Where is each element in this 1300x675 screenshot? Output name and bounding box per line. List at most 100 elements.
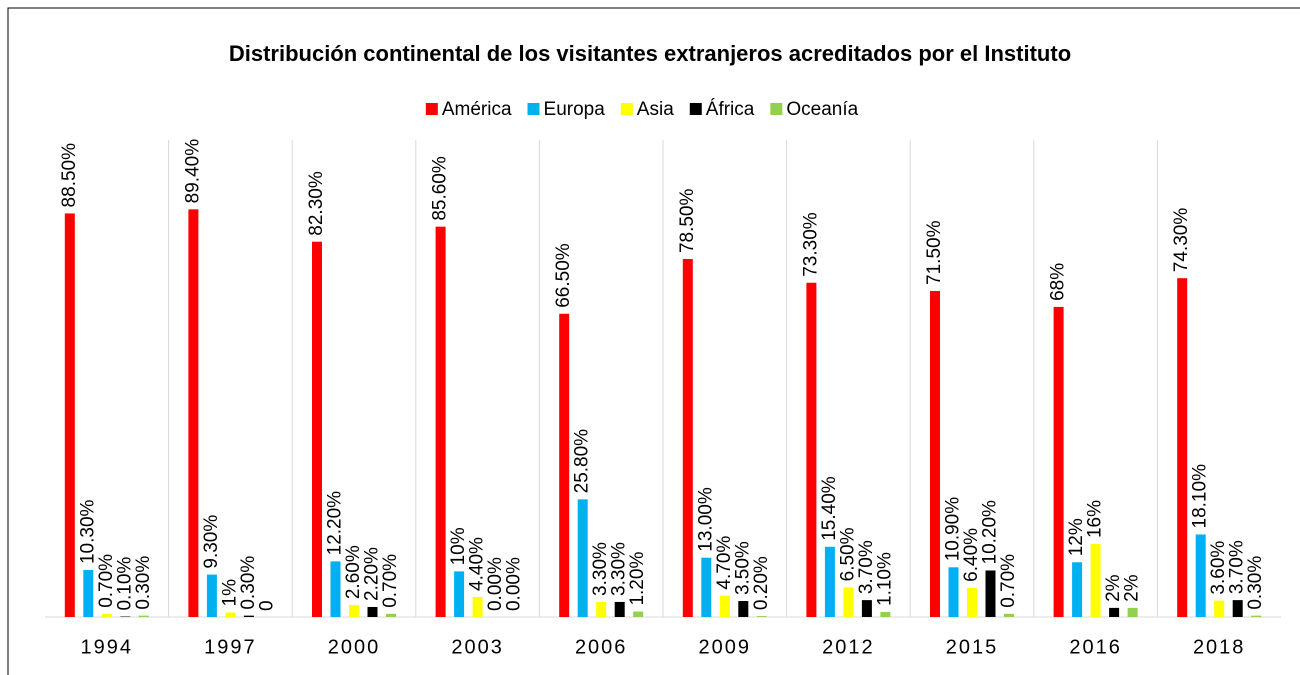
data-label: 89.40% — [182, 139, 203, 204]
data-label: 0.30% — [1245, 556, 1266, 610]
data-label: 6.50% — [837, 527, 858, 581]
data-label: 16% — [1085, 500, 1106, 538]
data-label: 74.30% — [1171, 208, 1192, 273]
x-tick-label: 2015 — [946, 636, 999, 658]
bar — [1195, 534, 1206, 617]
bar — [243, 615, 254, 617]
bar — [101, 613, 112, 617]
bar — [472, 596, 483, 617]
bar — [1072, 562, 1083, 617]
x-tick-label: 2006 — [575, 636, 628, 658]
x-tick-label: 2016 — [1069, 636, 1122, 658]
data-label: 73.30% — [800, 212, 821, 277]
bar — [1214, 600, 1225, 617]
data-label: 66.50% — [553, 243, 574, 308]
legend-label: Europa — [544, 99, 606, 120]
data-label: 88.50% — [59, 143, 80, 208]
data-label: 0.20% — [751, 556, 772, 610]
bar — [756, 616, 767, 617]
bar — [614, 601, 625, 617]
x-tick-label: 2018 — [1193, 636, 1246, 658]
legend-swatch — [689, 103, 702, 115]
data-label: 0.30% — [238, 556, 259, 610]
data-label: 18.10% — [1190, 464, 1211, 529]
bar — [188, 209, 199, 617]
data-label: 71.50% — [924, 220, 945, 285]
data-label: 0.10% — [114, 557, 135, 611]
bar — [967, 587, 977, 617]
bar — [596, 601, 607, 617]
x-tick-label: 2009 — [699, 636, 752, 658]
data-label: 25.80% — [572, 429, 593, 494]
bar — [1090, 544, 1101, 617]
legend-label: América — [442, 99, 512, 120]
bar — [559, 313, 570, 617]
legend-swatch — [425, 103, 438, 115]
legend-label: Asia — [637, 99, 674, 120]
bar — [1177, 278, 1188, 617]
bar — [806, 282, 817, 617]
chart-title: Distribución continental de los visitant… — [229, 41, 1071, 66]
legend-swatch — [770, 103, 783, 115]
data-label: 2.20% — [362, 547, 383, 601]
bar — [682, 259, 693, 617]
data-label: 68% — [1048, 263, 1069, 301]
data-label: 6.40% — [961, 528, 982, 582]
bar — [330, 561, 341, 617]
data-label: 1% — [219, 579, 240, 607]
data-label: 4.70% — [714, 536, 735, 590]
bar — [367, 606, 378, 617]
data-label: 3.70% — [1227, 540, 1248, 594]
bar — [386, 613, 396, 617]
bar — [138, 615, 149, 617]
bar — [577, 499, 588, 617]
data-label: 0.70% — [998, 554, 1019, 608]
data-label: 10.90% — [943, 497, 964, 562]
bar — [83, 570, 94, 617]
bar — [824, 546, 835, 617]
data-label: 3.30% — [609, 542, 630, 596]
data-label: 2.60% — [343, 545, 364, 599]
bar — [633, 611, 644, 617]
data-label: 9.30% — [201, 515, 222, 569]
bar — [349, 605, 359, 617]
bar — [738, 601, 749, 617]
legend-label: Oceanía — [786, 99, 858, 120]
bar — [843, 587, 854, 617]
chart-frame — [7, 7, 1300, 675]
bar — [861, 600, 872, 617]
data-label: 15.40% — [819, 476, 840, 541]
x-tick-label: 2012 — [822, 636, 875, 658]
legend-label: África — [706, 99, 755, 120]
data-label: 2% — [1122, 574, 1143, 602]
bar — [1251, 615, 1262, 617]
data-label: 3.30% — [590, 542, 611, 596]
legend-swatch — [527, 103, 540, 115]
data-label: 2% — [1103, 574, 1124, 602]
data-label: 4.40% — [467, 537, 488, 591]
data-label: 3.60% — [1208, 541, 1229, 595]
data-label: 10.20% — [980, 500, 1001, 565]
bar — [719, 595, 730, 617]
bar — [1109, 607, 1120, 617]
bar — [1232, 600, 1243, 617]
data-label: 10.30% — [77, 499, 98, 564]
data-label: 78.50% — [677, 188, 698, 253]
data-label: 0.70% — [96, 554, 117, 608]
bar — [1127, 607, 1138, 617]
bar — [435, 226, 446, 617]
data-label: 10% — [448, 527, 469, 565]
bar — [880, 611, 891, 617]
bar — [701, 557, 712, 617]
x-tick-label: 1997 — [204, 636, 257, 658]
bar — [1053, 306, 1064, 617]
legend-swatch — [620, 103, 633, 115]
data-label: 82.30% — [306, 171, 327, 236]
data-label: 0.00% — [504, 557, 525, 611]
data-label: 13.00% — [695, 487, 716, 552]
bar — [930, 290, 940, 617]
bar — [225, 612, 236, 617]
bar — [312, 241, 322, 617]
bar — [64, 213, 75, 617]
